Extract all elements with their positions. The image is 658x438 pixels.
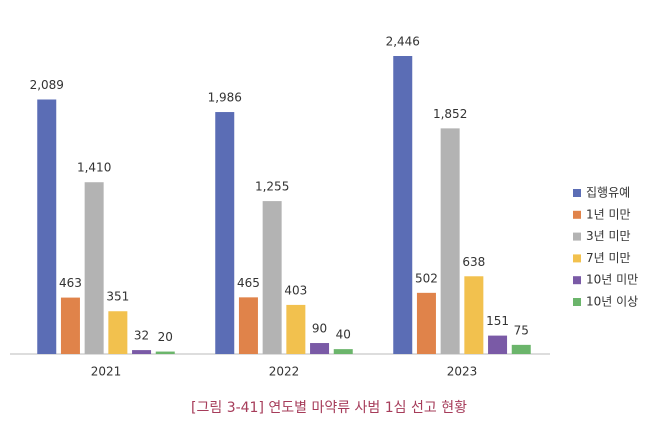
legend-label: 집행유예 [586,185,630,200]
value-label: 638 [462,255,485,269]
value-label: 2,446 [386,35,420,49]
x-tick-label: 2023 [447,365,478,379]
legend-label: 1년 미만 [586,207,631,221]
value-label: 502 [415,271,438,285]
bar [262,201,282,354]
value-label: 465 [237,276,260,290]
legend-swatch [573,210,581,219]
value-label: 1,986 [208,91,242,105]
bar [416,292,436,354]
value-label: 90 [312,322,327,336]
value-label: 75 [514,323,529,337]
x-tick-label: 2022 [269,365,300,379]
value-label: 1,410 [77,161,111,175]
bar [155,351,175,354]
value-label: 20 [158,330,173,344]
bar [393,56,413,354]
bar [238,297,258,354]
value-label: 151 [486,314,509,328]
legend-swatch [573,254,581,263]
value-label: 40 [336,328,351,342]
bar [464,276,484,354]
bar [60,297,80,354]
legend-label: 10년 미만 [586,273,638,287]
value-label: 1,852 [433,107,467,121]
x-tick-label: 2021 [91,365,122,379]
bar [488,335,508,354]
bar [108,311,128,354]
legend-swatch [573,232,581,241]
value-label: 1,255 [255,180,289,194]
legend-swatch [573,189,581,197]
bar [310,343,330,354]
bar [132,350,152,354]
legend-label: 7년 미만 [586,251,631,265]
value-label: 403 [284,283,307,297]
value-label: 351 [106,290,129,304]
legend-label: 3년 미만 [586,229,631,243]
legend-swatch [573,276,581,285]
value-label: 32 [134,329,149,343]
bar [511,344,531,354]
bar [215,112,235,355]
bar [440,128,460,354]
bar [286,304,306,354]
value-label: 2,089 [30,78,64,92]
bar [333,349,353,354]
bar [37,99,57,354]
chart-title: [그림 3-41] 연도별 마약류 사범 1심 선고 현황 [191,400,467,416]
value-label: 463 [59,276,82,290]
legend-label: 10년 이상 [586,295,638,309]
bar [84,182,104,354]
legend-swatch [573,298,581,306]
